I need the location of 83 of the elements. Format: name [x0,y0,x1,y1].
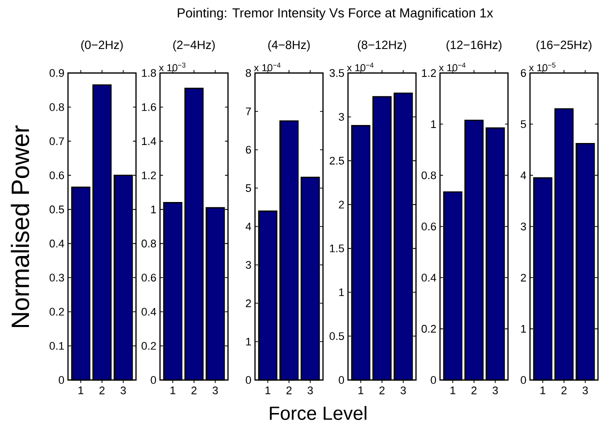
y-tick-label: 0.7 [50,137,64,146]
y-tick-label: 3 [520,222,526,230]
y-tick-label: 0 [520,376,526,384]
x-tick-label: 1 [78,386,84,394]
chart-title: (0−2Hz) [81,40,123,52]
x-tick-label: 1 [540,386,546,394]
y-tick-label: 1 [151,206,156,214]
chart-title: (8−12Hz) [358,40,406,52]
text: Pointing: Tremor Intensity Vs Force at Magnification 1x [178,8,494,20]
y-tick-label: 2 [338,200,344,208]
text: x 10$^{−5}$ [528,62,556,72]
y-tick-label: 3 [338,112,344,121]
y-tick-label: 0.1 [50,342,64,350]
y-tick-label: 1 [521,325,526,333]
x-tick-label: 2 [379,386,385,394]
y-tick-label: 0.9 [50,69,64,77]
y-tick-label: 5 [246,184,251,192]
x-tick-label: 3 [582,386,588,394]
y-tick-label: 0 [338,376,344,384]
text: x 10$^{−4}$ [438,62,466,72]
text: x 10$^{−3}$ [158,62,186,72]
y-tick-label: 4 [246,222,252,230]
text: Force Level [270,406,366,420]
y-tick-label: 2 [520,274,526,282]
x-tick-label: 1 [170,386,176,394]
x-tick-label: 2 [471,386,477,394]
y-tick-label: 0.5 [330,332,344,340]
chart-title: (12−16Hz) [446,40,502,52]
y-tick-label: 0.4 [422,274,436,282]
y-tick-label: 1.2 [142,171,156,180]
chart-title: (4−8Hz) [268,40,310,52]
x-tick-label: 3 [308,386,313,394]
y-tick-label: 1 [246,338,251,346]
x-tick-label: 3 [120,386,126,394]
x-tick-label: 2 [561,386,567,394]
y-tick-label: 1.6 [142,103,156,111]
y-tick-label: 6 [520,69,526,77]
y-tick-label: 0.4 [142,308,156,316]
x-tick-label: 3 [212,386,218,394]
x-tick-label: 2 [286,386,292,394]
y-tick-label: 1.5 [330,244,344,252]
x-tick-label: 2 [99,386,105,394]
y-tick-label: 3.5 [330,69,344,77]
y-tick-label: 1 [339,288,344,296]
y-tick-label: 3 [246,260,251,269]
y-tick-label: 0.6 [142,274,156,282]
y-tick-label: 0.8 [142,240,156,248]
y-tick-label: 4 [520,172,526,180]
y-tick-label: 0 [58,376,64,384]
y-tick-label: 1.2 [422,69,436,77]
y-tick-label: 1 [431,120,436,128]
chart-title: (16−25Hz) [536,40,592,52]
y-tick-label: 7 [246,108,251,116]
y-tick-label: 0.2 [50,308,64,316]
y-tick-label: 2 [246,299,251,308]
x-tick-label: 2 [191,386,197,394]
y-tick-label: 2.5 [330,156,344,165]
y-tick-label: 0.3 [50,274,64,282]
y-tick-label: 0 [430,376,436,384]
y-tick-label: 0.2 [142,342,156,350]
y-tick-label: 1.4 [142,137,156,145]
y-tick-label: 0.6 [50,171,64,180]
y-tick-label: 0.8 [50,103,64,111]
y-tick-label: 0.6 [422,222,436,230]
text: x 10$^{−4}$ [346,62,374,72]
y-tick-label: 0 [150,376,156,384]
x-tick-label: 3 [400,386,406,394]
x-tick-label: 1 [266,386,270,394]
y-tick-label: 8 [246,69,251,77]
x-tick-label: 1 [450,386,456,394]
y-tick-label: 6 [246,146,251,154]
y-tick-label: 0.4 [50,240,64,248]
chart-title: (2−4Hz) [173,40,215,52]
y-tick-label: 0 [246,376,252,384]
text: Normalised Power [10,125,30,328]
y-tick-label: 1.8 [142,69,156,77]
text: x 10$^{−4}$ [254,62,281,72]
y-tick-label: 0.2 [422,324,436,333]
x-tick-label: 1 [358,386,364,394]
y-tick-label: 0.8 [422,171,436,180]
y-tick-label: 0.5 [50,206,64,214]
y-tick-label: 5 [520,120,526,128]
x-tick-label: 3 [492,386,498,394]
